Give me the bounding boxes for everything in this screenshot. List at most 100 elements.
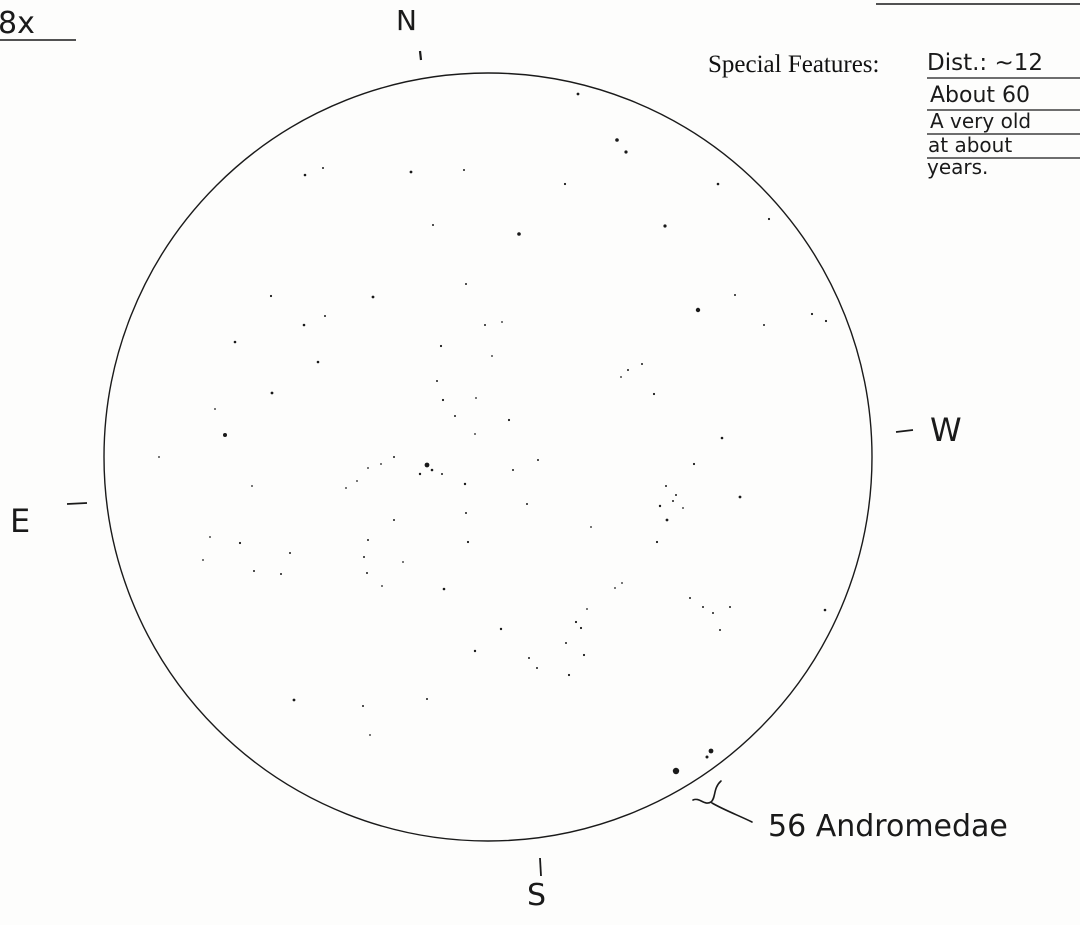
star — [402, 561, 404, 563]
star — [367, 539, 369, 541]
star — [528, 657, 530, 659]
star — [620, 376, 622, 378]
star — [491, 355, 493, 357]
star — [734, 294, 736, 296]
star — [767, 217, 771, 221]
star — [158, 456, 160, 458]
star — [371, 295, 375, 299]
star — [393, 519, 395, 521]
star — [517, 232, 521, 236]
star — [536, 667, 538, 669]
star — [695, 307, 701, 313]
special-features-line-2: About 60 — [930, 83, 1030, 108]
star — [810, 312, 814, 316]
star — [590, 526, 592, 528]
star — [567, 673, 571, 677]
star — [432, 224, 434, 226]
star — [586, 608, 588, 610]
star — [439, 344, 443, 348]
star — [270, 391, 274, 395]
special-features-line-1: Dist.: ~12 — [927, 50, 1043, 76]
star — [627, 369, 629, 371]
south-label: S — [527, 878, 546, 913]
star-label-56-andromedae: 56 Andromedae — [768, 809, 1008, 844]
star — [614, 587, 616, 589]
star — [720, 436, 724, 440]
star — [441, 473, 443, 475]
star — [501, 321, 503, 323]
star — [484, 324, 486, 326]
star — [652, 392, 656, 396]
special-features-line-5: years. — [927, 155, 988, 179]
star — [316, 360, 320, 364]
star — [430, 468, 434, 472]
star — [380, 463, 382, 465]
star — [708, 748, 714, 754]
star — [463, 482, 467, 486]
south-tick — [539, 857, 542, 877]
star-pointer — [692, 780, 753, 823]
special-features-line-4: at about — [928, 133, 1012, 157]
star — [526, 503, 528, 505]
star — [719, 629, 721, 631]
star — [672, 500, 674, 502]
star — [366, 572, 368, 574]
star — [463, 169, 465, 171]
star — [474, 433, 476, 435]
star — [665, 518, 669, 522]
star — [426, 698, 428, 700]
star — [454, 415, 456, 417]
star — [393, 456, 395, 458]
star — [823, 608, 827, 612]
star — [466, 540, 470, 544]
north-label: N — [396, 4, 417, 37]
star — [682, 507, 684, 509]
star — [209, 536, 211, 538]
north-tick — [418, 50, 423, 61]
star — [663, 224, 667, 228]
west-label: W — [930, 411, 962, 449]
star — [763, 324, 765, 326]
star — [367, 467, 369, 469]
star — [574, 620, 578, 624]
special-features-line-3: A very old — [930, 109, 1031, 133]
star — [303, 173, 307, 177]
star — [675, 494, 677, 496]
star — [381, 585, 383, 587]
star — [345, 487, 347, 489]
star — [269, 294, 273, 298]
star — [223, 433, 227, 437]
star — [702, 606, 704, 608]
star — [356, 480, 358, 482]
star — [369, 734, 371, 736]
star — [692, 462, 696, 466]
star — [582, 653, 586, 657]
star — [465, 512, 467, 514]
star — [465, 283, 467, 285]
star — [624, 150, 628, 154]
star — [579, 626, 583, 630]
star — [576, 92, 580, 96]
star — [507, 418, 511, 422]
star — [418, 472, 422, 476]
star — [324, 315, 326, 317]
star — [302, 323, 306, 327]
field-of-view-circle — [103, 72, 873, 842]
star — [436, 380, 438, 382]
star — [442, 587, 446, 591]
star — [537, 459, 539, 461]
star — [621, 582, 623, 584]
star — [214, 408, 216, 410]
star — [665, 485, 667, 487]
star — [512, 469, 514, 471]
east-tick — [66, 502, 88, 505]
star — [424, 462, 430, 468]
star — [615, 138, 619, 142]
star — [441, 398, 445, 402]
star — [716, 182, 720, 186]
star — [672, 767, 680, 775]
star — [729, 606, 731, 608]
star — [689, 597, 691, 599]
star — [409, 170, 413, 174]
